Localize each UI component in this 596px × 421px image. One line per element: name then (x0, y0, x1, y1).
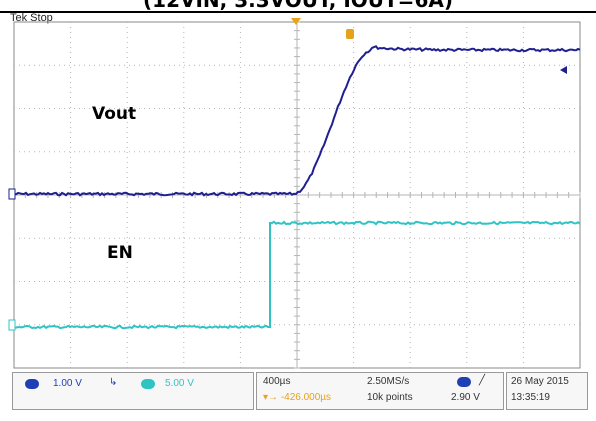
channel-scale-panel[interactable]: 1.00 V ↳ 5.00 V (12, 372, 254, 410)
time: 13:35:19 (511, 392, 550, 403)
sample-rate: 2.50MS/s (367, 376, 410, 387)
ch1-badge-icon (25, 379, 39, 389)
scope-status-label: Tek Stop (10, 12, 53, 24)
ch2-ground-marker[interactable] (8, 319, 16, 331)
datetime-panel: 26 May 2015 13:35:19 (506, 372, 588, 410)
trigger-slope-icon: ╱ (479, 375, 486, 386)
trigger-level-marker[interactable] (560, 66, 567, 74)
horizontal-panel[interactable]: 400µs ▾→ -426.000µs 2.50MS/s 10k points … (256, 372, 504, 410)
trigger-position-marker[interactable] (346, 29, 354, 39)
record-length: 10k points (367, 392, 413, 403)
ch2-scale: 5.00 V (165, 378, 194, 389)
vout-label: Vout (92, 104, 137, 124)
trigger-delay: ▾→ -426.000µs (263, 392, 331, 403)
en-label: EN (107, 243, 133, 263)
trigger-marker-icon[interactable] (291, 18, 301, 25)
ch2-en-trace (14, 220, 580, 330)
date: 26 May 2015 (511, 376, 569, 387)
trigger-delay-value: -426.000µs (280, 392, 332, 403)
ch1-ground-marker[interactable] (8, 188, 16, 200)
ch2-badge-icon (141, 379, 155, 389)
ch1-vout-trace (14, 45, 580, 197)
status-bar: 1.00 V ↳ 5.00 V 400µs ▾→ -426.000µs 2.50… (12, 372, 588, 410)
trigger-level: 2.90 V (451, 392, 480, 403)
figure-caption: (12VIN, 3.3VOUT, IOUT=6A) (143, 0, 453, 12)
ch1-scale: 1.00 V (53, 378, 82, 389)
bandwidth-icon: ↳ (109, 377, 118, 388)
trigger-source-icon (457, 377, 471, 387)
delay-arrow-icon: ▾→ (263, 392, 279, 403)
time-per-div: 400µs (263, 376, 291, 387)
caption-rule (0, 11, 596, 13)
